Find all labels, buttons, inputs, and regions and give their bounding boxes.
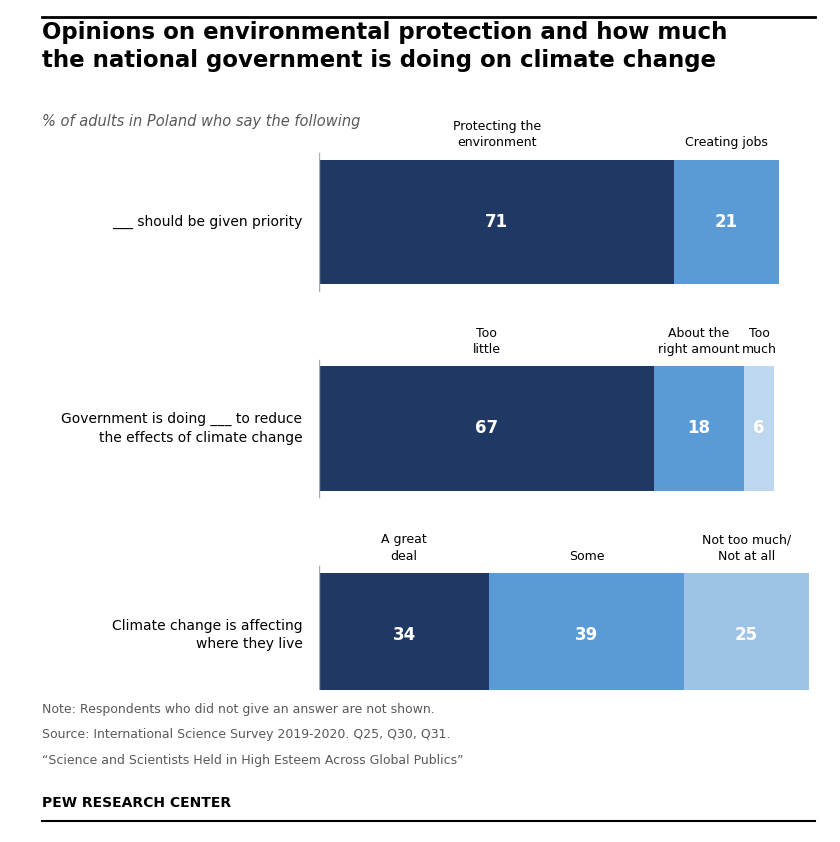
Text: Creating jobs: Creating jobs [685,136,768,149]
Bar [674,160,779,284]
Text: Too
much: Too much [742,327,776,356]
Text: Opinions on environmental protection and how much
the national government is doi: Opinions on environmental protection and… [42,21,727,72]
Text: Source: International Science Survey 2019-2020. Q25, Q30, Q31.: Source: International Science Survey 201… [42,728,450,741]
Text: A great
deal: A great deal [381,533,427,563]
Text: 6: 6 [753,419,764,438]
Text: Note: Respondents who did not give an answer are not shown.: Note: Respondents who did not give an an… [42,703,435,716]
Text: 21: 21 [715,213,738,231]
Text: % of adults in Poland who say the following: % of adults in Poland who say the follow… [42,114,360,129]
Bar [654,366,744,491]
Text: 67: 67 [475,419,498,438]
Bar [684,573,809,697]
Text: Some: Some [569,550,604,563]
Text: 18: 18 [688,419,711,438]
Text: 25: 25 [735,626,758,644]
Text: 39: 39 [575,626,598,644]
Text: Not too much/
Not at all: Not too much/ Not at all [702,533,791,563]
Text: Climate change is affecting
where they live: Climate change is affecting where they l… [112,619,302,652]
Bar [319,160,674,284]
Bar [744,366,774,491]
Text: Government is doing ___ to reduce
the effects of climate change: Government is doing ___ to reduce the ef… [61,413,302,445]
Text: Protecting the
environment: Protecting the environment [453,120,541,149]
Text: ___ should be given priority: ___ should be given priority [112,215,302,229]
Bar [319,366,654,491]
Text: “Science and Scientists Held in High Esteem Across Global Publics”: “Science and Scientists Held in High Est… [42,754,464,766]
Bar [319,573,489,697]
Text: 34: 34 [392,626,416,644]
Text: PEW RESEARCH CENTER: PEW RESEARCH CENTER [42,796,231,810]
Text: 71: 71 [485,213,508,231]
Text: Too
little: Too little [473,327,501,356]
Bar [489,573,684,697]
Text: About the
right amount: About the right amount [659,327,740,356]
